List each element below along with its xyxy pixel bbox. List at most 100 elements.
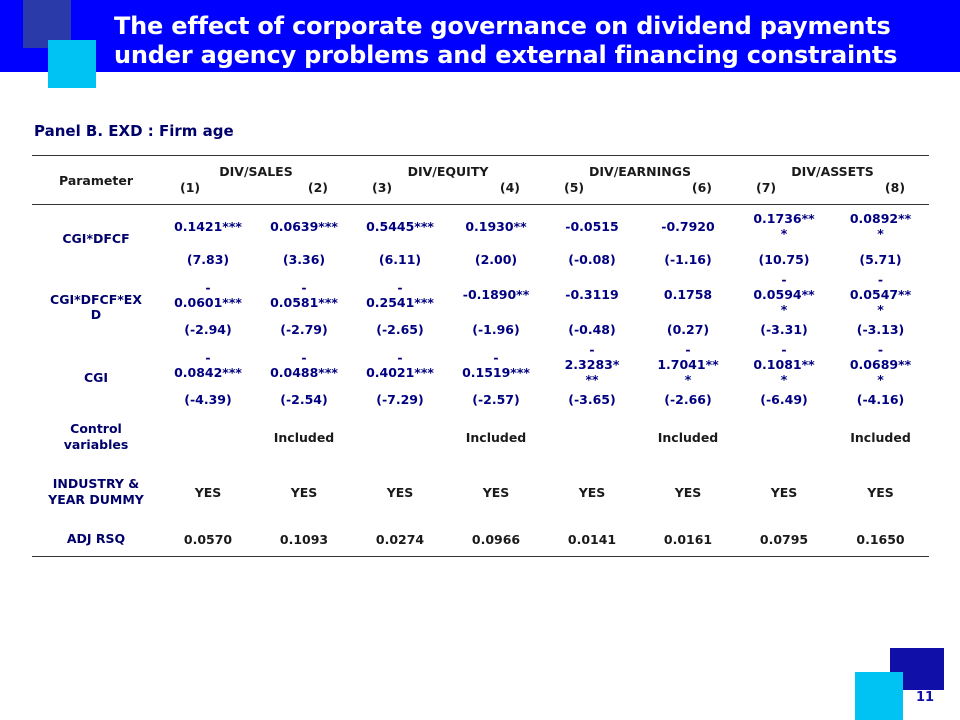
coefficient-cell: -0.0842*** — [174, 349, 242, 380]
tstat-cell: (5.71) — [859, 252, 902, 267]
coefficient-cell: -0.2541*** — [366, 279, 434, 310]
tstat-cell: (6.11) — [378, 252, 422, 267]
value-cell: YES — [290, 484, 318, 500]
tstat-cell: (2.00) — [474, 252, 518, 267]
table-body: CGI*DFCF 0.1421*** 0.0639*** 0.5445*** 0.193… — [32, 205, 930, 557]
header-group-earnings: DIV/EARNINGS (5) (6) — [544, 155, 737, 205]
tstat-cell: (3.36) — [282, 252, 326, 267]
coefficient-cell: 0.1421*** — [174, 218, 242, 234]
value-cell: YES — [674, 484, 702, 500]
tstat-cell: (-4.16) — [856, 392, 905, 407]
coefficient-cell: -0.1519*** — [462, 349, 530, 380]
row-label: CGI*DFCF — [62, 231, 130, 246]
header-col: (7) — [756, 180, 777, 195]
value-cell: 0.0570 — [160, 522, 256, 557]
tstat-cell: (-2.65) — [376, 322, 424, 337]
header-col: (3) — [372, 180, 393, 195]
value-cell: YES — [386, 484, 414, 500]
row-label: INDUSTRY & YEAR DUMMY — [48, 476, 144, 507]
header-col: (8) — [884, 180, 906, 195]
tstat-cell: (-6.49) — [760, 392, 808, 407]
header-group-name: DIV/SALES — [219, 164, 293, 179]
header-col: (2) — [307, 180, 328, 195]
coefficient-cell: -0.1081** * — [753, 342, 815, 387]
row-label: ADJ RSQ — [32, 522, 160, 557]
table-row-tstat: (-4.39) (-2.54) (-7.29) (-2.57) (-3.65) (-2.6… — [32, 387, 929, 412]
header-col: (6) — [691, 180, 713, 195]
value-cell: Included — [657, 429, 719, 445]
header-group-sales: DIV/SALES (1) (2) — [160, 155, 352, 205]
header-parameter: Parameter — [32, 155, 160, 205]
coefficient-cell: -0.0594** * — [753, 272, 815, 317]
value-cell: 0.0141 — [544, 522, 640, 557]
tstat-cell: (-2.94) — [184, 322, 232, 337]
header-group-name: DIV/EARNINGS — [589, 164, 691, 179]
table-row-tstat: (-2.94) (-2.79) (-2.65) (-1.96) (-0.48) (0.27… — [32, 317, 929, 342]
row-label: CGI*DFCF*EX D — [50, 292, 142, 322]
tstat-cell: (-2.66) — [664, 392, 712, 407]
table-row-adj-rsq: ADJ RSQ 0.0570 0.1093 0.0274 0.0966 0.0141 0.0… — [32, 522, 930, 557]
tstat-cell: (-7.29) — [376, 392, 424, 407]
row-label: CGI — [83, 369, 109, 385]
coefficient-cell: -0.0547** * — [849, 272, 912, 317]
value-cell: 0.1650 — [832, 522, 930, 557]
tstat-cell: (10.75) — [758, 252, 810, 267]
value-cell: 0.0274 — [352, 522, 448, 557]
header-row: Parameter DIV/SALES (1) (2) DIV/EQUITY (3… — [32, 155, 930, 205]
coefficient-cell: -0.0581*** — [270, 279, 338, 310]
tstat-cell: (-2.79) — [280, 322, 328, 337]
value-cell: 0.0161 — [640, 522, 737, 557]
tstat-cell: (-1.96) — [472, 322, 520, 337]
value-cell — [160, 412, 256, 462]
value-cell: YES — [482, 484, 510, 500]
slide-title: The effect of corporate governance on di… — [114, 12, 944, 70]
table-row-tstat: (7.83) (3.36) (6.11) (2.00) (-0.08) (-1.16) (1… — [32, 247, 929, 272]
tstat-cell: (-4.39) — [184, 392, 232, 407]
table-row-dummy: INDUSTRY & YEAR DUMMY YES YES YES YES YES YES YE… — [32, 462, 929, 522]
value-cell: 0.0966 — [448, 522, 544, 557]
tstat-cell: (-0.48) — [568, 322, 616, 337]
decor-square-cyan-top — [48, 40, 96, 88]
value-cell: Included — [465, 429, 527, 445]
coefficient-cell: -0.1890** — [462, 287, 530, 302]
coefficient-cell: -0.0488*** — [270, 349, 338, 380]
tstat-cell: (0.27) — [666, 322, 710, 337]
value-cell — [352, 412, 448, 462]
header-col: (4) — [499, 180, 520, 195]
value-cell: YES — [578, 484, 606, 500]
value-cell: Included — [273, 429, 335, 445]
value-cell — [736, 412, 832, 462]
coefficient-cell: -0.0689** * — [849, 342, 912, 387]
tstat-cell: (-3.13) — [856, 322, 905, 337]
header-group-name: DIV/EQUITY — [407, 164, 489, 179]
table-row-control: Control variables Included Included Included… — [32, 412, 929, 462]
value-cell — [544, 412, 640, 462]
value-cell: YES — [770, 484, 798, 500]
slide-title-line-1: The effect of corporate governance on di… — [114, 12, 891, 40]
header-col: (5) — [564, 180, 585, 195]
coefficient-cell: 0.5445*** — [366, 218, 434, 234]
page-number: 11 — [915, 690, 935, 705]
header-group-assets: DIV/ASSETS (7) (8) — [736, 155, 930, 205]
tstat-cell: (-3.31) — [760, 322, 808, 337]
coefficient-cell: -0.3119 — [565, 287, 619, 302]
tstat-cell: (-0.08) — [568, 252, 616, 267]
value-cell: YES — [867, 484, 894, 500]
tstat-cell: (-1.16) — [664, 252, 712, 267]
value-cell: Included — [850, 429, 911, 445]
coefficient-cell: 0.0639*** — [270, 218, 338, 234]
coefficient-cell: -2.3283* ** — [564, 342, 620, 387]
table-row-coefficient: CGI*DFCF*EX D -0.0601*** -0.0581*** -0.2541*… — [32, 272, 929, 322]
header-group-name: DIV/ASSETS — [791, 164, 874, 179]
decor-square-cyan-bottom — [855, 672, 903, 720]
tstat-cell: (-2.54) — [280, 392, 328, 407]
coefficient-cell: 0.1736** * — [753, 211, 815, 241]
coefficient-cell: -0.0601*** — [174, 279, 242, 310]
header-col: (1) — [180, 180, 201, 195]
panel-label: Panel B. EXD : Firm age — [34, 122, 234, 140]
tstat-cell: (-3.65) — [568, 392, 616, 407]
value-cell: 0.1093 — [256, 522, 352, 557]
coefficient-cell: 0.1758 — [663, 287, 713, 302]
header-group-equity: DIV/EQUITY (3) (4) — [352, 155, 544, 205]
coefficient-cell: 0.1930** — [465, 218, 527, 234]
